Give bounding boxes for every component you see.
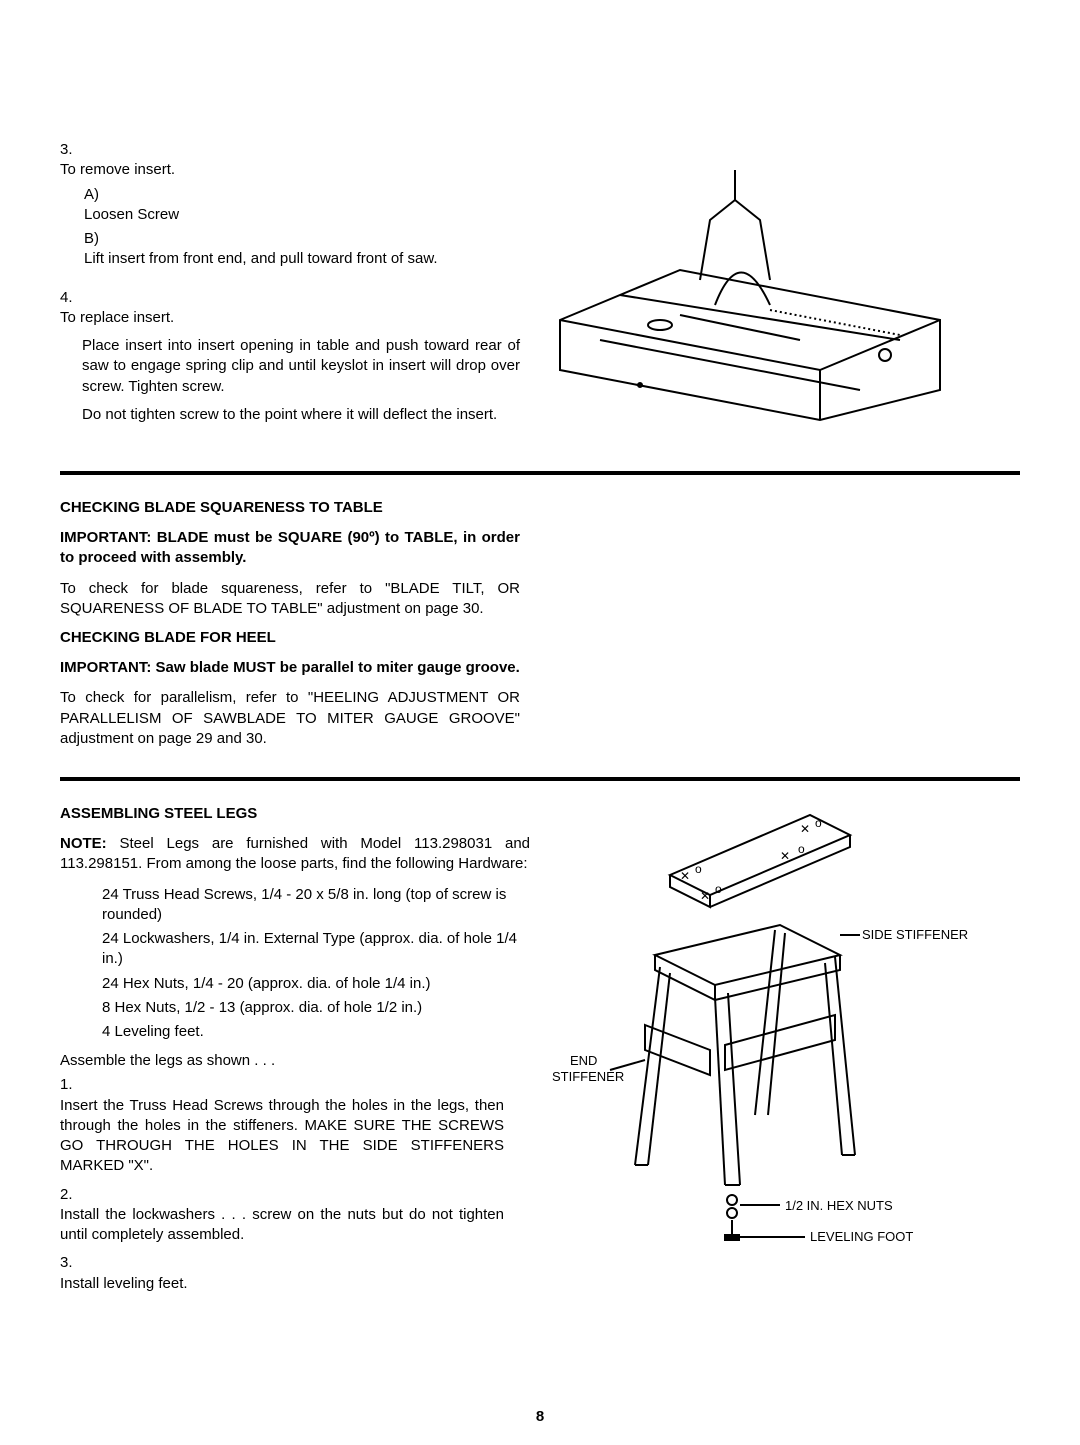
- step-3-text: Install leveling feet.: [60, 1274, 504, 1294]
- heading-heel: CHECKING BLADE FOR HEEL: [60, 629, 520, 646]
- item-4-para2: Do not tighten screw to the point where …: [60, 405, 520, 425]
- para-heel: To check for parallelism, refer to "HEEL…: [60, 688, 520, 749]
- top-section: 3. To remove insert. A) Loosen Screw B) …: [60, 140, 1020, 443]
- label-side-stiffener: SIDE STIFFENER: [862, 927, 968, 942]
- hardware-4: 4 Leveling feet.: [60, 1022, 530, 1042]
- label-end-stiffener-1: END: [570, 1053, 597, 1068]
- svg-text:✕: ✕: [780, 849, 790, 863]
- saw-table-diagram: [540, 140, 960, 430]
- item-3-title: To remove insert.: [60, 160, 494, 180]
- step-2: 2. Install the lockwashers . . . screw o…: [60, 1185, 530, 1246]
- svg-text:o: o: [715, 882, 722, 896]
- item-4-number: 4.: [60, 288, 82, 308]
- step-2-num: 2.: [60, 1185, 82, 1205]
- blade-check-section: CHECKING BLADE SQUARENESS TO TABLE IMPOR…: [60, 499, 520, 749]
- assemble-heading: Assemble the legs as shown . . .: [60, 1052, 530, 1069]
- label-hex-nuts: 1/2 IN. HEX NUTS: [785, 1198, 893, 1213]
- legs-note: NOTE: Steel Legs are furnished with Mode…: [60, 834, 530, 875]
- legs-note-text: Steel Legs are furnished with Model 113.…: [60, 835, 530, 872]
- hardware-0: 24 Truss Head Screws, 1/4 - 20 x 5/8 in.…: [60, 885, 530, 926]
- insert-instructions: 3. To remove insert. A) Loosen Screw B) …: [60, 140, 520, 443]
- important-squareness: IMPORTANT: BLADE must be SQUARE (90º) to…: [60, 528, 520, 569]
- item-4-para1: Place insert into insert opening in tabl…: [60, 336, 520, 397]
- svg-text:o: o: [815, 816, 822, 830]
- page-container: 3. To remove insert. A) Loosen Screw B) …: [60, 140, 1020, 1445]
- divider-2: [60, 777, 1020, 781]
- item-3b: B) Lift insert from front end, and pull …: [60, 229, 520, 270]
- hardware-1: 24 Lockwashers, 1/4 in. External Type (a…: [60, 929, 530, 970]
- label-leveling-foot: LEVELING FOOT: [810, 1229, 913, 1244]
- item-3a-letter: A): [84, 185, 104, 205]
- svg-text:✕: ✕: [680, 869, 690, 883]
- svg-text:o: o: [695, 862, 702, 876]
- step-1-num: 1.: [60, 1075, 82, 1095]
- svg-text:✕: ✕: [800, 822, 810, 836]
- legs-diagram-container: ✕ o ✕ o ✕ o ✕ o: [550, 805, 1020, 1302]
- heading-squareness: CHECKING BLADE SQUARENESS TO TABLE: [60, 499, 520, 516]
- item-3b-letter: B): [84, 229, 104, 249]
- item-3b-text: Lift insert from front end, and pull tow…: [84, 249, 496, 269]
- legs-section: ASSEMBLING STEEL LEGS NOTE: Steel Legs a…: [60, 805, 1020, 1302]
- important-heel: IMPORTANT: Saw blade MUST be parallel to…: [60, 658, 520, 678]
- item-3a: A) Loosen Screw: [60, 185, 520, 226]
- legs-instructions: ASSEMBLING STEEL LEGS NOTE: Steel Legs a…: [60, 805, 530, 1302]
- divider-1: [60, 471, 1020, 475]
- saw-diagram-container: [540, 140, 1020, 443]
- item-4-title: To replace insert.: [60, 308, 494, 328]
- item-3: 3. To remove insert. A) Loosen Screw B) …: [60, 140, 520, 270]
- label-end-stiffener-2: STIFFENER: [552, 1069, 624, 1084]
- step-3: 3. Install leveling feet.: [60, 1253, 530, 1294]
- svg-text:o: o: [798, 842, 805, 856]
- step-3-num: 3.: [60, 1253, 82, 1273]
- item-4: 4. To replace insert. Place insert into …: [60, 288, 520, 426]
- item-3-number: 3.: [60, 140, 82, 160]
- page-number: 8: [536, 1408, 544, 1425]
- svg-text:✕: ✕: [700, 889, 710, 903]
- step-2-text: Install the lockwashers . . . screw on t…: [60, 1205, 504, 1246]
- heading-legs: ASSEMBLING STEEL LEGS: [60, 805, 530, 822]
- hardware-3: 8 Hex Nuts, 1/2 - 13 (approx. dia. of ho…: [60, 998, 530, 1018]
- hardware-2: 24 Hex Nuts, 1/4 - 20 (approx. dia. of h…: [60, 974, 530, 994]
- step-1: 1. Insert the Truss Head Screws through …: [60, 1075, 530, 1176]
- para-squareness: To check for blade squareness, refer to …: [60, 579, 520, 620]
- legs-diagram: ✕ o ✕ o ✕ o ✕ o: [550, 785, 970, 1265]
- step-1-text: Insert the Truss Head Screws through the…: [60, 1096, 504, 1177]
- item-3a-text: Loosen Screw: [84, 205, 496, 225]
